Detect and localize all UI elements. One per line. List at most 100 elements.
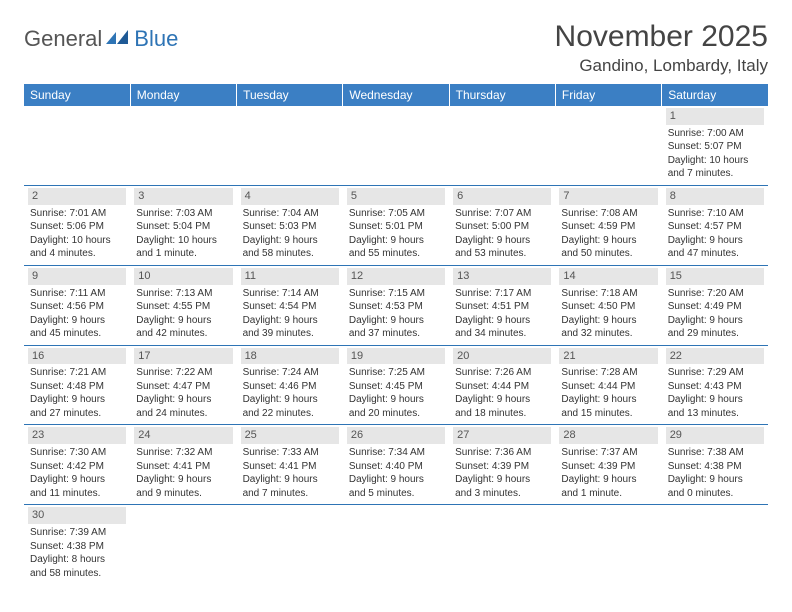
- col-header: Friday: [555, 84, 661, 106]
- sunset: Sunset: 5:00 PM: [455, 220, 549, 234]
- day-info: Sunrise: 7:01 AMSunset: 5:06 PMDaylight:…: [28, 207, 126, 261]
- col-header: Wednesday: [343, 84, 449, 106]
- calendar-cell: 2Sunrise: 7:01 AMSunset: 5:06 PMDaylight…: [24, 185, 130, 265]
- sunset: Sunset: 4:42 PM: [30, 460, 124, 474]
- day-info: Sunrise: 7:21 AMSunset: 4:48 PMDaylight:…: [28, 366, 126, 420]
- daylight: Daylight: 9 hours and 53 minutes.: [455, 234, 549, 261]
- day-number: 24: [134, 427, 232, 444]
- logo-text-general: General: [24, 26, 102, 52]
- daylight: Daylight: 9 hours and 34 minutes.: [455, 314, 549, 341]
- calendar-row: 16Sunrise: 7:21 AMSunset: 4:48 PMDayligh…: [24, 345, 768, 425]
- logo: General Blue: [24, 26, 178, 52]
- sunset: Sunset: 5:03 PM: [243, 220, 337, 234]
- sunset: Sunset: 4:39 PM: [455, 460, 549, 474]
- day-info: Sunrise: 7:00 AMSunset: 5:07 PMDaylight:…: [666, 127, 764, 181]
- sunset: Sunset: 4:54 PM: [243, 300, 337, 314]
- calendar-cell: [237, 106, 343, 185]
- day-info: Sunrise: 7:08 AMSunset: 4:59 PMDaylight:…: [559, 207, 657, 261]
- sunrise: Sunrise: 7:05 AM: [349, 207, 443, 221]
- calendar-cell: [343, 505, 449, 584]
- daylight: Daylight: 9 hours and 22 minutes.: [243, 393, 337, 420]
- day-info: Sunrise: 7:34 AMSunset: 4:40 PMDaylight:…: [347, 446, 445, 500]
- sunset: Sunset: 4:38 PM: [30, 540, 124, 554]
- daylight: Daylight: 9 hours and 42 minutes.: [136, 314, 230, 341]
- day-number: 8: [666, 188, 764, 205]
- sunset: Sunset: 4:44 PM: [455, 380, 549, 394]
- calendar-cell: 25Sunrise: 7:33 AMSunset: 4:41 PMDayligh…: [237, 425, 343, 505]
- daylight: Daylight: 9 hours and 1 minute.: [561, 473, 655, 500]
- calendar-cell: [237, 505, 343, 584]
- day-info: Sunrise: 7:05 AMSunset: 5:01 PMDaylight:…: [347, 207, 445, 261]
- day-info: Sunrise: 7:25 AMSunset: 4:45 PMDaylight:…: [347, 366, 445, 420]
- day-number: 9: [28, 268, 126, 285]
- day-number: 25: [241, 427, 339, 444]
- calendar-cell: 3Sunrise: 7:03 AMSunset: 5:04 PMDaylight…: [130, 185, 236, 265]
- calendar-cell: 8Sunrise: 7:10 AMSunset: 4:57 PMDaylight…: [662, 185, 768, 265]
- daylight: Daylight: 9 hours and 9 minutes.: [136, 473, 230, 500]
- day-info: Sunrise: 7:04 AMSunset: 5:03 PMDaylight:…: [241, 207, 339, 261]
- sunset: Sunset: 5:06 PM: [30, 220, 124, 234]
- day-info: Sunrise: 7:17 AMSunset: 4:51 PMDaylight:…: [453, 287, 551, 341]
- day-number: 23: [28, 427, 126, 444]
- calendar-cell: [130, 505, 236, 584]
- sunrise: Sunrise: 7:13 AM: [136, 287, 230, 301]
- sunset: Sunset: 4:41 PM: [243, 460, 337, 474]
- day-number: 1: [666, 108, 764, 125]
- calendar-cell: [449, 505, 555, 584]
- calendar-cell: 4Sunrise: 7:04 AMSunset: 5:03 PMDaylight…: [237, 185, 343, 265]
- logo-text-blue: Blue: [134, 26, 178, 52]
- sunrise: Sunrise: 7:28 AM: [561, 366, 655, 380]
- header: General Blue November 2025 Gandino, Lomb…: [24, 20, 768, 76]
- sunrise: Sunrise: 7:01 AM: [30, 207, 124, 221]
- calendar-cell: 29Sunrise: 7:38 AMSunset: 4:38 PMDayligh…: [662, 425, 768, 505]
- sunset: Sunset: 5:01 PM: [349, 220, 443, 234]
- calendar-cell: 15Sunrise: 7:20 AMSunset: 4:49 PMDayligh…: [662, 265, 768, 345]
- calendar-cell: [343, 106, 449, 185]
- sunset: Sunset: 4:48 PM: [30, 380, 124, 394]
- sunset: Sunset: 4:45 PM: [349, 380, 443, 394]
- calendar-cell: 16Sunrise: 7:21 AMSunset: 4:48 PMDayligh…: [24, 345, 130, 425]
- daylight: Daylight: 9 hours and 58 minutes.: [243, 234, 337, 261]
- sunrise: Sunrise: 7:18 AM: [561, 287, 655, 301]
- day-number: 30: [28, 507, 126, 524]
- day-number: 19: [347, 348, 445, 365]
- calendar-cell: 23Sunrise: 7:30 AMSunset: 4:42 PMDayligh…: [24, 425, 130, 505]
- calendar-cell: 5Sunrise: 7:05 AMSunset: 5:01 PMDaylight…: [343, 185, 449, 265]
- day-number: 14: [559, 268, 657, 285]
- day-number: 12: [347, 268, 445, 285]
- daylight: Daylight: 9 hours and 29 minutes.: [668, 314, 762, 341]
- col-header: Sunday: [24, 84, 130, 106]
- sunset: Sunset: 4:41 PM: [136, 460, 230, 474]
- calendar-head: SundayMondayTuesdayWednesdayThursdayFrid…: [24, 84, 768, 106]
- day-number: 16: [28, 348, 126, 365]
- sunrise: Sunrise: 7:22 AM: [136, 366, 230, 380]
- sunrise: Sunrise: 7:20 AM: [668, 287, 762, 301]
- daylight: Daylight: 9 hours and 55 minutes.: [349, 234, 443, 261]
- sunset: Sunset: 4:53 PM: [349, 300, 443, 314]
- day-number: 15: [666, 268, 764, 285]
- daylight: Daylight: 9 hours and 5 minutes.: [349, 473, 443, 500]
- sunrise: Sunrise: 7:10 AM: [668, 207, 762, 221]
- sunrise: Sunrise: 7:25 AM: [349, 366, 443, 380]
- calendar-cell: [24, 106, 130, 185]
- day-number: 20: [453, 348, 551, 365]
- sunrise: Sunrise: 7:33 AM: [243, 446, 337, 460]
- sunrise: Sunrise: 7:21 AM: [30, 366, 124, 380]
- daylight: Daylight: 9 hours and 47 minutes.: [668, 234, 762, 261]
- day-info: Sunrise: 7:36 AMSunset: 4:39 PMDaylight:…: [453, 446, 551, 500]
- day-number: 28: [559, 427, 657, 444]
- daylight: Daylight: 9 hours and 13 minutes.: [668, 393, 762, 420]
- month-title: November 2025: [555, 20, 768, 54]
- sunrise: Sunrise: 7:30 AM: [30, 446, 124, 460]
- day-info: Sunrise: 7:37 AMSunset: 4:39 PMDaylight:…: [559, 446, 657, 500]
- day-number: 18: [241, 348, 339, 365]
- daylight: Daylight: 9 hours and 45 minutes.: [30, 314, 124, 341]
- day-number: 21: [559, 348, 657, 365]
- sunrise: Sunrise: 7:32 AM: [136, 446, 230, 460]
- calendar-row: 2Sunrise: 7:01 AMSunset: 5:06 PMDaylight…: [24, 185, 768, 265]
- calendar-table: SundayMondayTuesdayWednesdayThursdayFrid…: [24, 84, 768, 584]
- calendar-cell: 6Sunrise: 7:07 AMSunset: 5:00 PMDaylight…: [449, 185, 555, 265]
- sunrise: Sunrise: 7:07 AM: [455, 207, 549, 221]
- daylight: Daylight: 9 hours and 39 minutes.: [243, 314, 337, 341]
- sunset: Sunset: 4:46 PM: [243, 380, 337, 394]
